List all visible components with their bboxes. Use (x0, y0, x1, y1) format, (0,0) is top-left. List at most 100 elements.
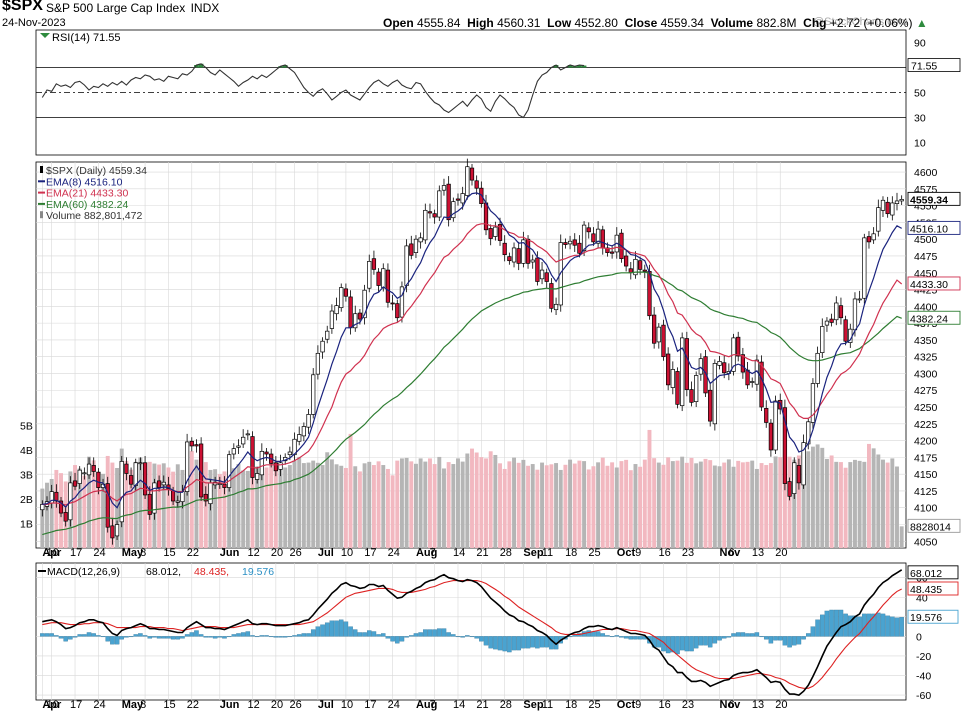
volume-bar (507, 461, 512, 548)
volume-bar (297, 456, 302, 548)
candle (432, 213, 437, 218)
candle (227, 454, 232, 488)
volume-bar (754, 468, 759, 548)
candle (404, 245, 409, 286)
volume-bar (292, 460, 297, 548)
candle (180, 491, 185, 503)
macd-histogram-bar (712, 636, 718, 644)
candle (782, 407, 788, 484)
macd-tag-box (907, 581, 959, 596)
volume-bar (834, 461, 839, 548)
close-label: Close (624, 16, 658, 30)
volume-tick-label: 1B (20, 518, 33, 530)
price-tick-label: 4600 (914, 167, 938, 179)
volume-bar (722, 462, 727, 548)
volume-bar (731, 466, 736, 548)
candle (451, 201, 456, 219)
candle (516, 248, 521, 264)
volume-bar (488, 451, 493, 548)
macd-histogram-bar (637, 636, 643, 640)
candle (259, 450, 264, 476)
candle (572, 239, 577, 246)
macd-histogram-bar (282, 636, 288, 638)
volume-tag-box (907, 518, 961, 533)
volume-bar (133, 461, 138, 548)
candle (750, 381, 755, 383)
volume-bar (390, 475, 395, 548)
candle (175, 500, 180, 503)
volume-bar (91, 460, 96, 548)
candle (703, 356, 708, 394)
candle (857, 298, 862, 301)
volume-bar (199, 465, 204, 548)
macd-histogram-bar (259, 635, 265, 637)
macd-histogram-bar (670, 636, 676, 653)
volume-bar (110, 462, 115, 548)
macd-histogram-bar (399, 636, 405, 642)
volume-bar (624, 459, 629, 548)
volume-bar (217, 474, 222, 548)
macd-tag-box (907, 565, 959, 580)
volume-bar (82, 475, 87, 548)
volume-bar (890, 458, 895, 548)
quote-date: 24-Nov-2023 (2, 17, 66, 29)
macd-histogram-bar (180, 636, 185, 639)
price-x-label: 11 (542, 547, 553, 559)
volume-bar (796, 455, 801, 548)
volume-bar (385, 468, 390, 548)
price-x-label: 24 (388, 547, 400, 559)
candle (273, 462, 278, 472)
candle (320, 340, 325, 353)
candle (838, 305, 844, 319)
candle (63, 512, 68, 522)
candle (418, 237, 423, 243)
rsi-value-tag-box (907, 58, 961, 72)
candle (203, 493, 208, 502)
macd-histogram-bar (782, 636, 788, 646)
volume-bar (470, 448, 474, 548)
macd-histogram-bar (665, 636, 671, 654)
price-x-label: 15 (163, 547, 175, 559)
candle (105, 483, 110, 528)
volume-bar (171, 471, 176, 548)
macd-histogram-bar (595, 631, 601, 637)
macd-histogram-bar (91, 633, 96, 637)
macd-histogram-bar (768, 636, 774, 644)
price-tag-box (907, 310, 961, 325)
volume-bar (862, 461, 867, 548)
price-tag-box (907, 220, 961, 235)
volume-bar (498, 463, 502, 548)
candle (114, 524, 120, 537)
macd-histogram-bar (488, 636, 493, 649)
macd-x-label: Aug (416, 699, 437, 711)
macd-histogram-bar (703, 636, 708, 646)
macd-histogram-bar (166, 636, 171, 639)
macd-histogram-bar (245, 631, 251, 637)
candle (208, 482, 213, 505)
macd-x-label: 17 (364, 699, 376, 711)
candle (600, 229, 605, 249)
macd-histogram-bar (754, 632, 760, 637)
macd-histogram-bar (460, 636, 465, 638)
candle (829, 318, 834, 323)
macd-histogram-bar (44, 633, 50, 637)
candle (72, 480, 78, 487)
macd-histogram-bar (352, 629, 358, 637)
volume-bar (96, 477, 101, 548)
macd-tag-label: 19.576 (910, 612, 942, 624)
macd-x-label: 15 (163, 699, 175, 711)
macd-histogram-bar (310, 629, 316, 637)
candle (717, 361, 722, 366)
candle (880, 199, 886, 211)
volume-bar (418, 458, 423, 548)
candle (142, 462, 148, 496)
macd-histogram-bar (250, 635, 255, 637)
volume-bar (521, 459, 526, 548)
price-tick-label: 4350 (914, 335, 938, 347)
candle (245, 433, 250, 436)
macd-histogram-bar (357, 632, 363, 637)
macd-histogram-bar (838, 609, 844, 637)
price-x-label: 10 (47, 547, 59, 559)
volume-bar (708, 460, 713, 548)
price-tag-box (907, 191, 961, 206)
